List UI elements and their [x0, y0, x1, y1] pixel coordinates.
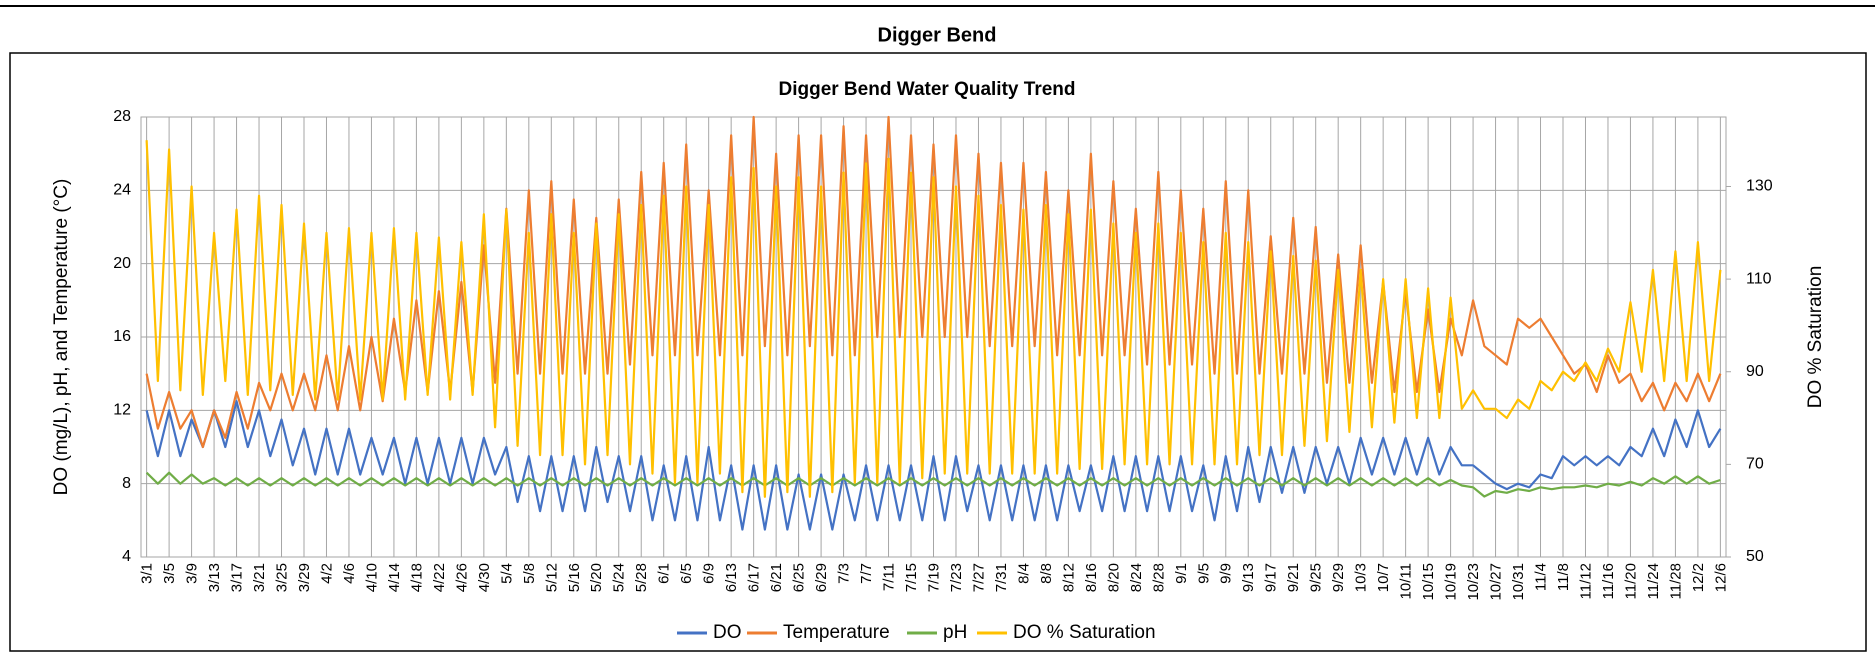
y2-tick-label: 50 — [1746, 548, 1764, 565]
legend-label: DO % Saturation — [1013, 622, 1156, 643]
x-tick-label: 11/28 — [1667, 563, 1684, 599]
y-tick-label: 24 — [113, 182, 131, 199]
y2-axis-title: DO % Saturation — [1805, 266, 1826, 409]
x-tick-label: 10/11 — [1398, 563, 1415, 599]
y2-tick-label: 130 — [1746, 178, 1773, 195]
x-tick-label: 7/15 — [903, 563, 920, 592]
x-tick-label: 7/31 — [993, 563, 1010, 592]
x-tick-label: 6/17 — [746, 563, 763, 592]
y-tick-label: 16 — [113, 328, 131, 345]
x-tick-label: 5/28 — [633, 563, 650, 592]
x-tick-label: 4/18 — [408, 563, 425, 592]
x-tick-label: 5/8 — [521, 563, 538, 584]
x-tick-label: 11/4 — [1532, 563, 1549, 591]
series-line — [145, 471, 1721, 498]
series-line — [145, 115, 1722, 449]
x-tick-label: 9/5 — [1195, 563, 1212, 584]
x-tick-label: 3/21 — [251, 563, 268, 592]
chart-frame — [9, 52, 1867, 652]
x-tick-label: 6/9 — [701, 563, 718, 584]
x-tick-label: 11/24 — [1645, 563, 1662, 599]
x-tick-label: 11/16 — [1600, 563, 1617, 599]
x-tick-label: 3/17 — [229, 563, 246, 592]
y-tick-label: 12 — [113, 402, 131, 419]
x-tick-label: 4/10 — [363, 563, 380, 592]
x-tick-label: 3/25 — [273, 563, 290, 592]
x-tick-label: 5/16 — [566, 563, 583, 592]
x-tick-label: 6/29 — [813, 563, 830, 592]
x-tick-label: 6/25 — [791, 563, 808, 592]
x-tick-label: 7/11 — [881, 563, 898, 591]
x-tick-label: 4/2 — [318, 563, 335, 584]
x-tick-label: 8/24 — [1128, 563, 1145, 592]
series-line — [145, 400, 1722, 531]
legend-label: Temperature — [783, 622, 890, 643]
x-tick-label: 10/23 — [1465, 563, 1482, 601]
x-tick-label: 6/1 — [656, 563, 673, 584]
x-tick-label: 10/3 — [1353, 563, 1370, 592]
x-tick-label: 7/27 — [970, 563, 987, 592]
x-tick-label: 4/26 — [453, 563, 470, 592]
x-tick-label: 12/6 — [1712, 563, 1729, 592]
x-tick-label: 10/31 — [1510, 563, 1527, 601]
series-line — [145, 140, 1722, 498]
x-tick-label: 5/4 — [498, 563, 515, 584]
x-tick-label: 9/1 — [1173, 563, 1190, 584]
x-tick-label: 11/12 — [1577, 563, 1594, 599]
y-tick-label: 20 — [113, 255, 131, 272]
x-tick-label: 7/7 — [858, 563, 875, 584]
chart-title: Digger Bend Water Quality Trend — [778, 79, 1075, 100]
x-tick-label: 9/25 — [1308, 563, 1325, 592]
y-tick-label: 8 — [122, 475, 131, 492]
x-tick-label: 4/6 — [341, 563, 358, 584]
x-tick-label: 11/20 — [1622, 563, 1639, 599]
legend-label: DO — [713, 622, 742, 643]
plot-frame — [140, 116, 1727, 558]
x-tick-label: 10/7 — [1375, 563, 1392, 592]
y2-tick-label: 90 — [1746, 363, 1764, 380]
x-tick-label: 10/27 — [1488, 563, 1505, 601]
x-tick-label: 7/23 — [948, 563, 965, 592]
x-tick-label: 9/13 — [1240, 563, 1257, 592]
x-tick-label: 5/24 — [611, 563, 628, 592]
x-tick-label: 8/8 — [1038, 563, 1055, 584]
x-tick-label: 4/22 — [431, 563, 448, 592]
x-tick-label: 7/3 — [836, 563, 853, 584]
x-tick-label: 8/16 — [1083, 563, 1100, 592]
x-tick-label: 8/4 — [1015, 563, 1032, 584]
x-tick-label: 4/14 — [386, 563, 403, 592]
x-tick-label: 5/20 — [588, 563, 605, 592]
panel-title: Digger Bend — [878, 24, 997, 46]
x-tick-label: 6/21 — [768, 563, 785, 592]
x-tick-label: 4/30 — [476, 563, 493, 592]
x-tick-label: 6/5 — [678, 563, 695, 584]
x-tick-label: 10/15 — [1420, 563, 1437, 601]
x-tick-label: 12/2 — [1690, 563, 1707, 592]
x-tick-label: 3/1 — [139, 563, 156, 584]
y2-tick-label: 70 — [1746, 456, 1764, 473]
y2-tick-label: 110 — [1746, 270, 1772, 287]
x-tick-label: 3/13 — [206, 563, 223, 592]
x-tick-label: 11/8 — [1555, 563, 1572, 591]
x-tick-label: 8/20 — [1105, 563, 1122, 592]
x-tick-label: 3/5 — [161, 563, 178, 584]
x-tick-label: 9/21 — [1285, 563, 1302, 592]
legend-label: pH — [943, 622, 967, 643]
x-tick-label: 8/28 — [1150, 563, 1167, 592]
y-tick-label: 4 — [122, 548, 131, 565]
x-tick-label: 9/29 — [1330, 563, 1347, 592]
y-tick-label: 28 — [113, 108, 131, 125]
x-tick-label: 9/9 — [1218, 563, 1235, 584]
x-tick-label: 6/13 — [723, 563, 740, 592]
x-tick-label: 8/12 — [1060, 563, 1077, 592]
x-tick-label: 3/9 — [184, 563, 201, 584]
x-tick-label: 5/12 — [543, 563, 560, 592]
x-tick-label: 7/19 — [925, 563, 942, 592]
y-axis-title: DO (mg/L), pH, and Temperature (°C) — [51, 179, 72, 496]
x-tick-label: 10/19 — [1443, 563, 1460, 601]
x-tick-label: 9/17 — [1263, 563, 1280, 592]
x-tick-label: 3/29 — [296, 563, 313, 592]
